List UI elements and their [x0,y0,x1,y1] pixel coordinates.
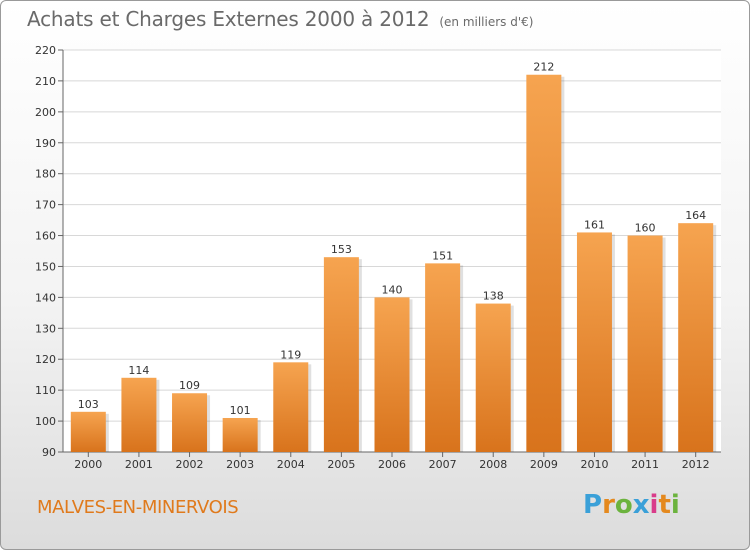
y-tick-label: 100 [35,415,56,428]
x-tick-label: 2010 [580,458,608,471]
bar-value-label: 212 [533,61,554,74]
y-tick-label: 170 [35,199,56,212]
x-tick-label: 2008 [479,458,507,471]
y-tick-label: 150 [35,260,56,273]
bar [475,303,511,452]
bar-value-label: 103 [78,398,99,411]
bar-value-label: 114 [128,364,149,377]
bar [121,377,157,452]
bar-value-label: 164 [685,209,706,222]
bar-value-label: 119 [280,348,301,361]
x-tick-label: 2001 [125,458,153,471]
bar [374,297,410,452]
y-tick-label: 110 [35,384,56,397]
bar-value-label: 160 [635,222,656,235]
y-tick-label: 220 [35,44,56,57]
logo-letter: o [614,490,633,520]
chart-title: Achats et Charges Externes 2000 à 2012 (e… [27,7,533,31]
bar [627,235,663,452]
y-tick-label: 180 [35,168,56,181]
bar [172,393,208,452]
x-tick-label: 2012 [682,458,710,471]
bar [678,223,714,452]
bar [323,257,359,452]
town-name: MALVES-EN-MINERVOIS [37,497,239,518]
y-tick-label: 140 [35,291,56,304]
bar [576,232,612,452]
chart-subtitle: (en milliers d'€) [439,15,534,29]
x-tick-label: 2011 [631,458,659,471]
logo-letter: x [632,490,650,520]
y-tick-label: 210 [35,75,56,88]
bar-value-label: 140 [382,283,403,296]
chart-title-text: Achats et Charges Externes 2000 à 2012 [27,7,430,31]
bar-value-label: 153 [331,243,352,256]
bar [70,411,106,452]
x-tick-label: 2003 [226,458,254,471]
x-tick-label: 2000 [74,458,102,471]
x-tick-label: 2005 [327,458,355,471]
bar [526,74,562,452]
bar [425,263,461,452]
logo-letter: i [649,490,659,520]
bar-value-label: 161 [584,218,605,231]
y-tick-label: 130 [35,322,56,335]
bar [273,362,309,452]
x-tick-label: 2004 [277,458,305,471]
y-tick-label: 200 [35,106,56,119]
bar-value-label: 151 [432,249,453,262]
logo-letter: t [658,490,671,520]
y-tick-label: 90 [42,446,56,459]
logo-letter: P [583,490,603,520]
logo-letter: r [602,490,615,520]
x-tick-label: 2002 [176,458,204,471]
proxiti-logo: Proxiti [583,490,680,520]
bar-value-label: 138 [483,290,504,303]
bar-value-label: 101 [230,404,251,417]
bar [222,417,258,452]
x-tick-label: 2006 [378,458,406,471]
x-tick-label: 2009 [530,458,558,471]
bar-value-label: 109 [179,379,200,392]
y-tick-label: 160 [35,230,56,243]
y-tick-label: 190 [35,137,56,150]
x-tick-label: 2007 [429,458,457,471]
y-tick-label: 120 [35,353,56,366]
logo-letter: i [670,490,680,520]
